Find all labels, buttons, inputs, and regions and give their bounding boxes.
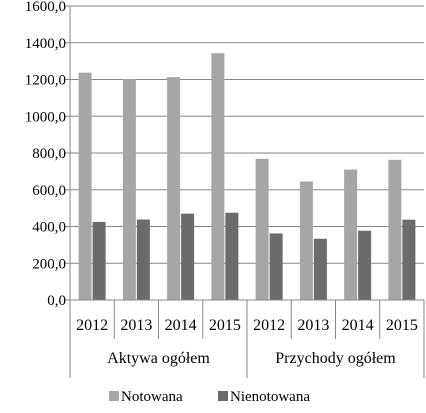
bar-notowana [211, 53, 225, 300]
bar-nienotowana [269, 233, 283, 300]
bar-nienotowana [358, 230, 372, 300]
legend-swatch-notowana [109, 391, 119, 401]
y-tick-label: 200,0 [32, 256, 66, 272]
bar-notowana [122, 78, 136, 300]
x-category-label: 2014 [165, 317, 197, 334]
y-tick-label: 1400,0 [25, 36, 66, 52]
bar-notowana [388, 159, 402, 300]
bar-nienotowana [313, 238, 327, 300]
legend: Notowana Nienotowana [109, 389, 310, 405]
y-tick-label: 1200,0 [25, 73, 66, 89]
y-tick-label: 1600,0 [25, 0, 66, 15]
bar-nienotowana [225, 212, 239, 300]
bar-notowana [255, 158, 269, 300]
bar-notowana [299, 181, 313, 300]
x-group-label: Przychody ogółem [275, 350, 396, 367]
bar-nienotowana [92, 221, 106, 300]
x-category-label: 2015 [209, 317, 241, 334]
bar-notowana [344, 169, 358, 300]
y-tick-label: 800,0 [32, 146, 66, 162]
y-tick-label: 400,0 [32, 220, 66, 236]
bar-nienotowana [402, 219, 416, 300]
x-axis-categories: 2012 2013 2014 2015 2012 2013 2014 2015 Aktywa o… [76, 317, 418, 367]
x-category-label: 2014 [342, 317, 374, 334]
bar-notowana [167, 77, 181, 300]
bar-notowana [78, 72, 92, 300]
axes [65, 5, 425, 378]
y-tick-label: 0,0 [47, 293, 66, 309]
y-axis-ticks: 0,0 200,0 400,0 600,0 800,0 1000,0 1200,0 1400,… [25, 0, 66, 309]
legend-label: Notowana [121, 389, 183, 405]
bar-nienotowana [136, 219, 150, 300]
x-category-label: 2013 [297, 317, 329, 334]
legend-label: Nienotowana [230, 389, 310, 405]
bar-nienotowana [181, 213, 195, 300]
legend-swatch-nienotowana [218, 391, 228, 401]
y-tick-label: 1000,0 [25, 109, 66, 125]
x-category-label: 2012 [253, 317, 285, 334]
x-category-label: 2013 [120, 317, 152, 334]
y-tick-label: 600,0 [32, 183, 66, 199]
x-category-label: 2012 [76, 317, 108, 334]
x-group-label: Aktywa ogółem [107, 350, 210, 367]
x-category-label: 2015 [386, 317, 418, 334]
bars [78, 53, 416, 300]
